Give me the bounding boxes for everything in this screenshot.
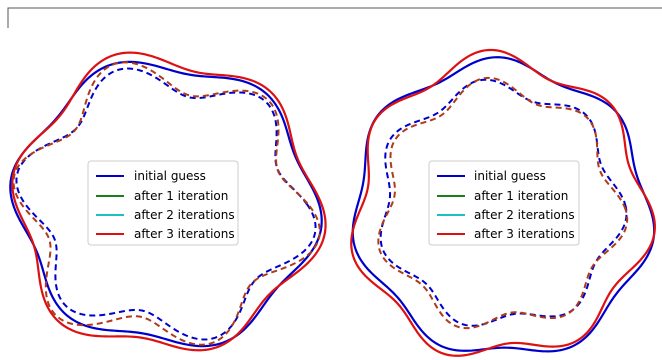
right-legend: initial guess after 1 iteration after 2 …	[428, 160, 580, 246]
left-legend-box	[87, 160, 239, 246]
right-legend-label-iter1: after 1 iteration	[474, 189, 568, 203]
left-legend: initial guess after 1 iteration after 2 …	[87, 160, 239, 246]
left-outer-iter3-curve	[11, 51, 327, 352]
left-panel: initial guess after 1 iteration after 2 …	[9, 51, 327, 352]
right-legend-label-iter3: after 3 iterations	[474, 227, 575, 241]
left-legend-label-iter2: after 2 iterations	[134, 208, 235, 222]
right-legend-label-initial: initial guess	[474, 169, 546, 183]
right-legend-label-iter2: after 2 iterations	[474, 208, 575, 222]
right-legend-box	[428, 160, 580, 246]
left-inner-iter3-curve	[12, 61, 321, 346]
left-legend-label-iter3: after 3 iterations	[134, 227, 235, 241]
right-inner-initial-curve	[379, 78, 628, 327]
left-outer-initial-curve	[9, 60, 323, 348]
right-inner-iter3-curve	[377, 76, 629, 330]
right-panel: initial guess after 1 iteration after 2 …	[350, 48, 656, 357]
right-outer-initial-curve	[351, 56, 656, 353]
left-inner-initial-curve	[15, 67, 317, 341]
left-legend-label-iter1: after 1 iteration	[134, 189, 228, 203]
frame-top-line	[7, 7, 662, 28]
right-outer-iter3-curve	[350, 48, 656, 357]
left-legend-label-initial: initial guess	[134, 169, 206, 183]
